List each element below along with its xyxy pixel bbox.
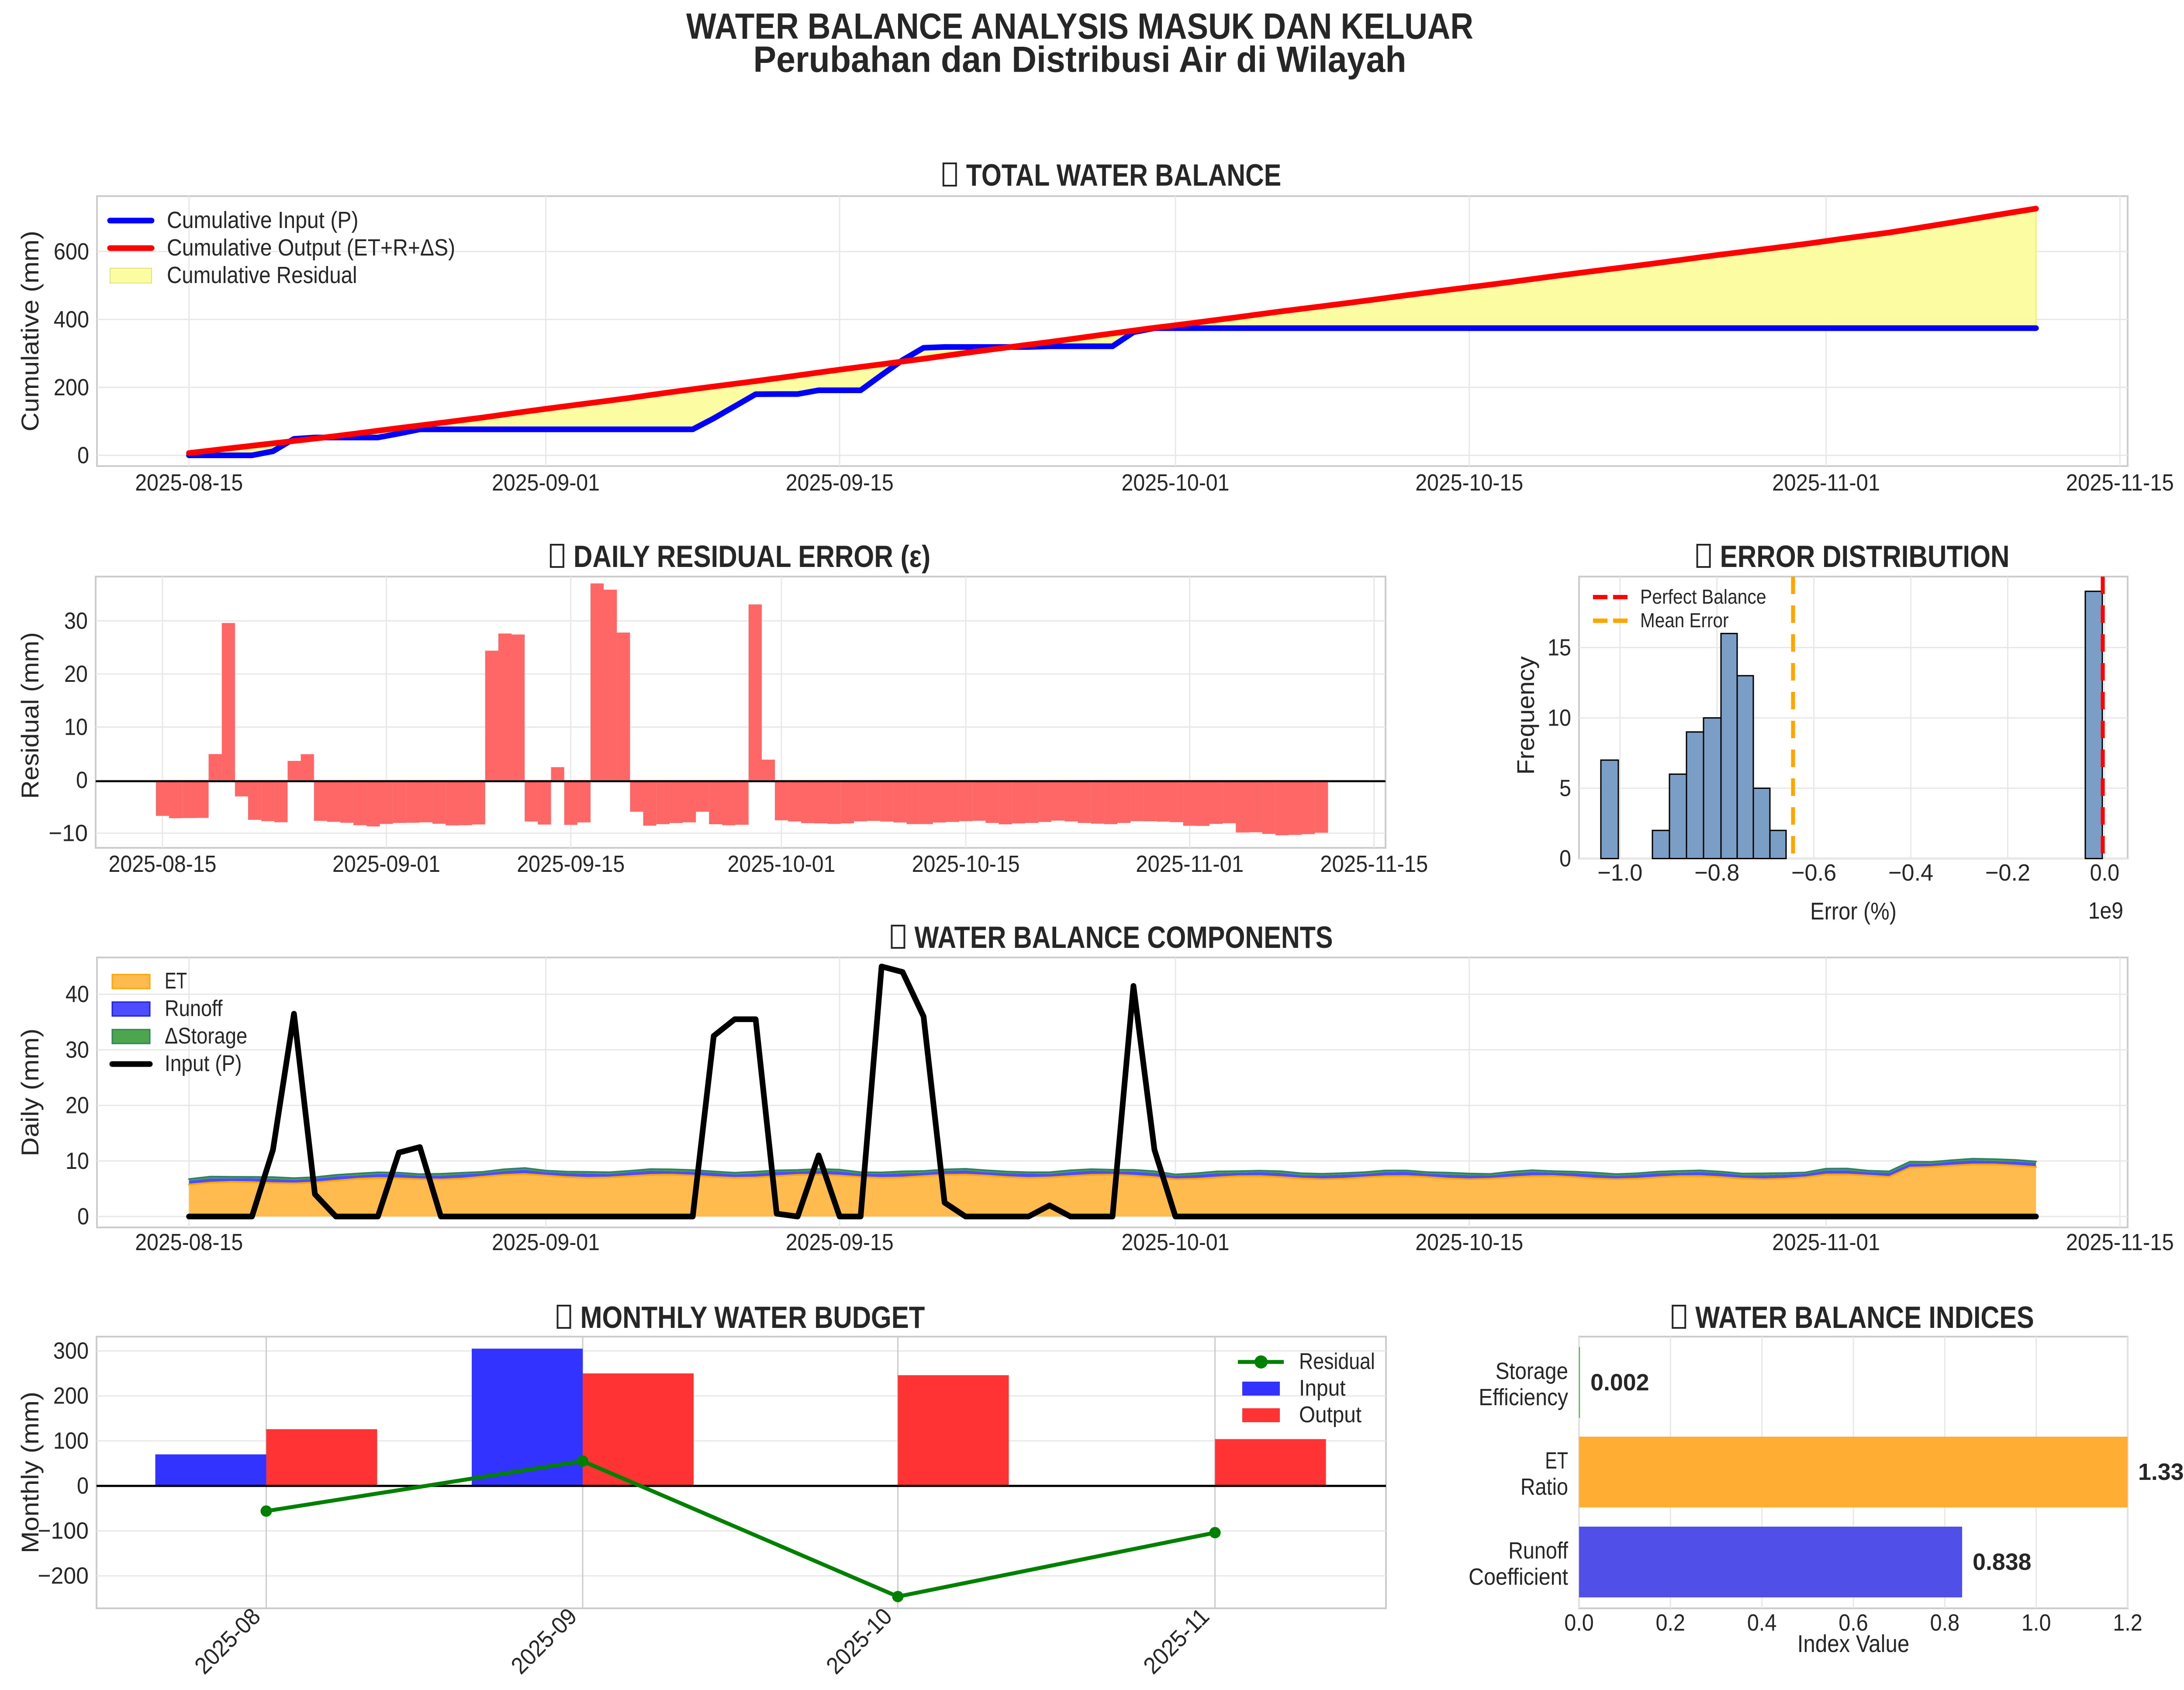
svg-text:ΔStorage: ΔStorage xyxy=(165,1023,247,1049)
svg-text:200: 200 xyxy=(53,1383,89,1409)
svg-text:40: 40 xyxy=(66,981,89,1007)
svg-text:15: 15 xyxy=(1548,635,1571,661)
svg-text:0.8: 0.8 xyxy=(1930,1610,1960,1636)
svg-text:Runoff: Runoff xyxy=(165,996,223,1021)
svg-text:0.002: 0.002 xyxy=(1590,1369,1649,1396)
svg-text:Cumulative Output (ET+R+ΔS): Cumulative Output (ET+R+ΔS) xyxy=(167,235,455,261)
svg-text:MONTHLY WATER BUDGET: MONTHLY WATER BUDGET xyxy=(581,1300,925,1334)
svg-text:1.331: 1.331 xyxy=(2138,1459,2184,1485)
svg-text:Mean Error: Mean Error xyxy=(1640,609,1729,632)
svg-text:2025-10-01: 2025-10-01 xyxy=(1122,1229,1230,1255)
svg-text:−10: −10 xyxy=(48,820,88,847)
svg-text:0: 0 xyxy=(1559,846,1571,872)
svg-text:WATER BALANCE ANALYSIS MASUK D: WATER BALANCE ANALYSIS MASUK DAN KELUAR xyxy=(686,6,1473,47)
svg-text:2025-10-15: 2025-10-15 xyxy=(912,851,1020,877)
svg-text:0: 0 xyxy=(77,1473,89,1499)
svg-text:2025-09-15: 2025-09-15 xyxy=(786,1229,894,1255)
svg-text:Storage: Storage xyxy=(1496,1358,1568,1384)
svg-text:Cumulative Residual: Cumulative Residual xyxy=(167,262,357,288)
svg-text:−0.2: −0.2 xyxy=(1985,860,2030,886)
svg-text:2025-10-15: 2025-10-15 xyxy=(1415,470,1523,496)
svg-text:2025-10-01: 2025-10-01 xyxy=(1122,470,1230,496)
svg-text:2025-11-15: 2025-11-15 xyxy=(2066,470,2174,496)
svg-text:100: 100 xyxy=(53,1428,89,1454)
svg-text:600: 600 xyxy=(54,238,89,265)
svg-text:2025-09-15: 2025-09-15 xyxy=(786,470,894,496)
svg-text:WATER BALANCE COMPONENTS: WATER BALANCE COMPONENTS xyxy=(915,920,1333,954)
svg-text:1e9: 1e9 xyxy=(2088,898,2123,924)
svg-text:2025-08-15: 2025-08-15 xyxy=(135,470,243,496)
svg-text:0.0: 0.0 xyxy=(2090,860,2120,886)
svg-text:ERROR DISTRIBUTION: ERROR DISTRIBUTION xyxy=(1720,539,2010,574)
svg-text:DAILY RESIDUAL ERROR (ε): DAILY RESIDUAL ERROR (ε) xyxy=(574,539,930,574)
svg-text:Residual (mm): Residual (mm) xyxy=(16,632,44,799)
svg-text:2025-11-01: 2025-11-01 xyxy=(1772,470,1880,496)
svg-text:Index Value: Index Value xyxy=(1797,1630,1910,1657)
svg-text:ET: ET xyxy=(1545,1448,1568,1474)
svg-text:−0.8: −0.8 xyxy=(1694,860,1739,886)
svg-text:Error (%): Error (%) xyxy=(1810,897,1897,925)
svg-text:Cumulative (mm): Cumulative (mm) xyxy=(16,231,44,432)
svg-text:20: 20 xyxy=(64,661,88,687)
svg-text:Residual: Residual xyxy=(1299,1349,1375,1374)
svg-text:Perfect Balance: Perfect Balance xyxy=(1640,585,1766,608)
svg-text:0.6: 0.6 xyxy=(1838,1610,1868,1636)
svg-text:10: 10 xyxy=(66,1148,89,1174)
svg-text:Perubahan dan Distribusi Air d: Perubahan dan Distribusi Air di Wilayah xyxy=(753,39,1406,80)
svg-text:TOTAL WATER BALANCE: TOTAL WATER BALANCE xyxy=(966,158,1281,192)
svg-text:Monthly (mm): Monthly (mm) xyxy=(16,1392,44,1553)
svg-text:ET: ET xyxy=(165,968,187,994)
svg-text:0: 0 xyxy=(77,1203,89,1230)
svg-text:2025-11-15: 2025-11-15 xyxy=(1320,851,1428,877)
svg-text:−1.0: −1.0 xyxy=(1597,860,1642,886)
svg-text:Frequency: Frequency xyxy=(1512,656,1539,774)
svg-text:Input (P): Input (P) xyxy=(165,1051,242,1076)
svg-text:1.0: 1.0 xyxy=(2022,1610,2051,1636)
svg-text:−0.6: −0.6 xyxy=(1791,860,1836,886)
svg-text:5: 5 xyxy=(1559,775,1571,802)
svg-text:2025-10-15: 2025-10-15 xyxy=(1415,1229,1523,1255)
svg-text:0.4: 0.4 xyxy=(1747,1610,1777,1636)
svg-text:2025-11-15: 2025-11-15 xyxy=(2066,1229,2174,1255)
svg-text:2025-09-15: 2025-09-15 xyxy=(517,851,625,877)
svg-text:10: 10 xyxy=(1548,705,1571,731)
svg-text:300: 300 xyxy=(53,1338,89,1364)
svg-text:2025-09-01: 2025-09-01 xyxy=(332,851,440,877)
svg-text:2025-10-01: 2025-10-01 xyxy=(728,851,836,877)
svg-text:1.2: 1.2 xyxy=(2113,1610,2143,1636)
svg-text:−100: −100 xyxy=(38,1518,89,1544)
svg-text:−200: −200 xyxy=(38,1563,89,1589)
svg-text:Input: Input xyxy=(1299,1376,1346,1401)
svg-text:Coefficient: Coefficient xyxy=(1469,1564,1568,1590)
svg-text:Daily (mm): Daily (mm) xyxy=(16,1029,44,1157)
svg-text:Runoff: Runoff xyxy=(1508,1538,1569,1564)
svg-text:0: 0 xyxy=(76,767,88,793)
svg-text:30: 30 xyxy=(66,1037,89,1063)
svg-text:Ratio: Ratio xyxy=(1521,1474,1568,1500)
svg-text:WATER BALANCE INDICES: WATER BALANCE INDICES xyxy=(1695,1300,2034,1334)
svg-text:20: 20 xyxy=(66,1092,89,1119)
svg-text:0: 0 xyxy=(77,442,89,468)
svg-text:Output: Output xyxy=(1299,1402,1362,1427)
svg-text:2025-09-01: 2025-09-01 xyxy=(492,470,600,496)
svg-text:2025-11-01: 2025-11-01 xyxy=(1772,1229,1880,1255)
svg-text:0.838: 0.838 xyxy=(1973,1549,2031,1575)
svg-text:0.0: 0.0 xyxy=(1564,1610,1594,1636)
svg-text:2025-08-15: 2025-08-15 xyxy=(135,1229,243,1255)
svg-text:400: 400 xyxy=(54,306,89,332)
svg-text:Cumulative Input (P): Cumulative Input (P) xyxy=(167,207,359,233)
svg-text:2025-11-01: 2025-11-01 xyxy=(1136,851,1244,877)
svg-text:2025-08-15: 2025-08-15 xyxy=(109,851,217,877)
svg-text:30: 30 xyxy=(64,608,88,634)
svg-text:0.2: 0.2 xyxy=(1656,1610,1686,1636)
svg-text:2025-09-01: 2025-09-01 xyxy=(492,1229,600,1255)
svg-text:10: 10 xyxy=(64,714,88,740)
svg-text:Efficiency: Efficiency xyxy=(1479,1384,1568,1410)
svg-text:−0.4: −0.4 xyxy=(1888,860,1933,886)
svg-text:200: 200 xyxy=(54,374,89,401)
